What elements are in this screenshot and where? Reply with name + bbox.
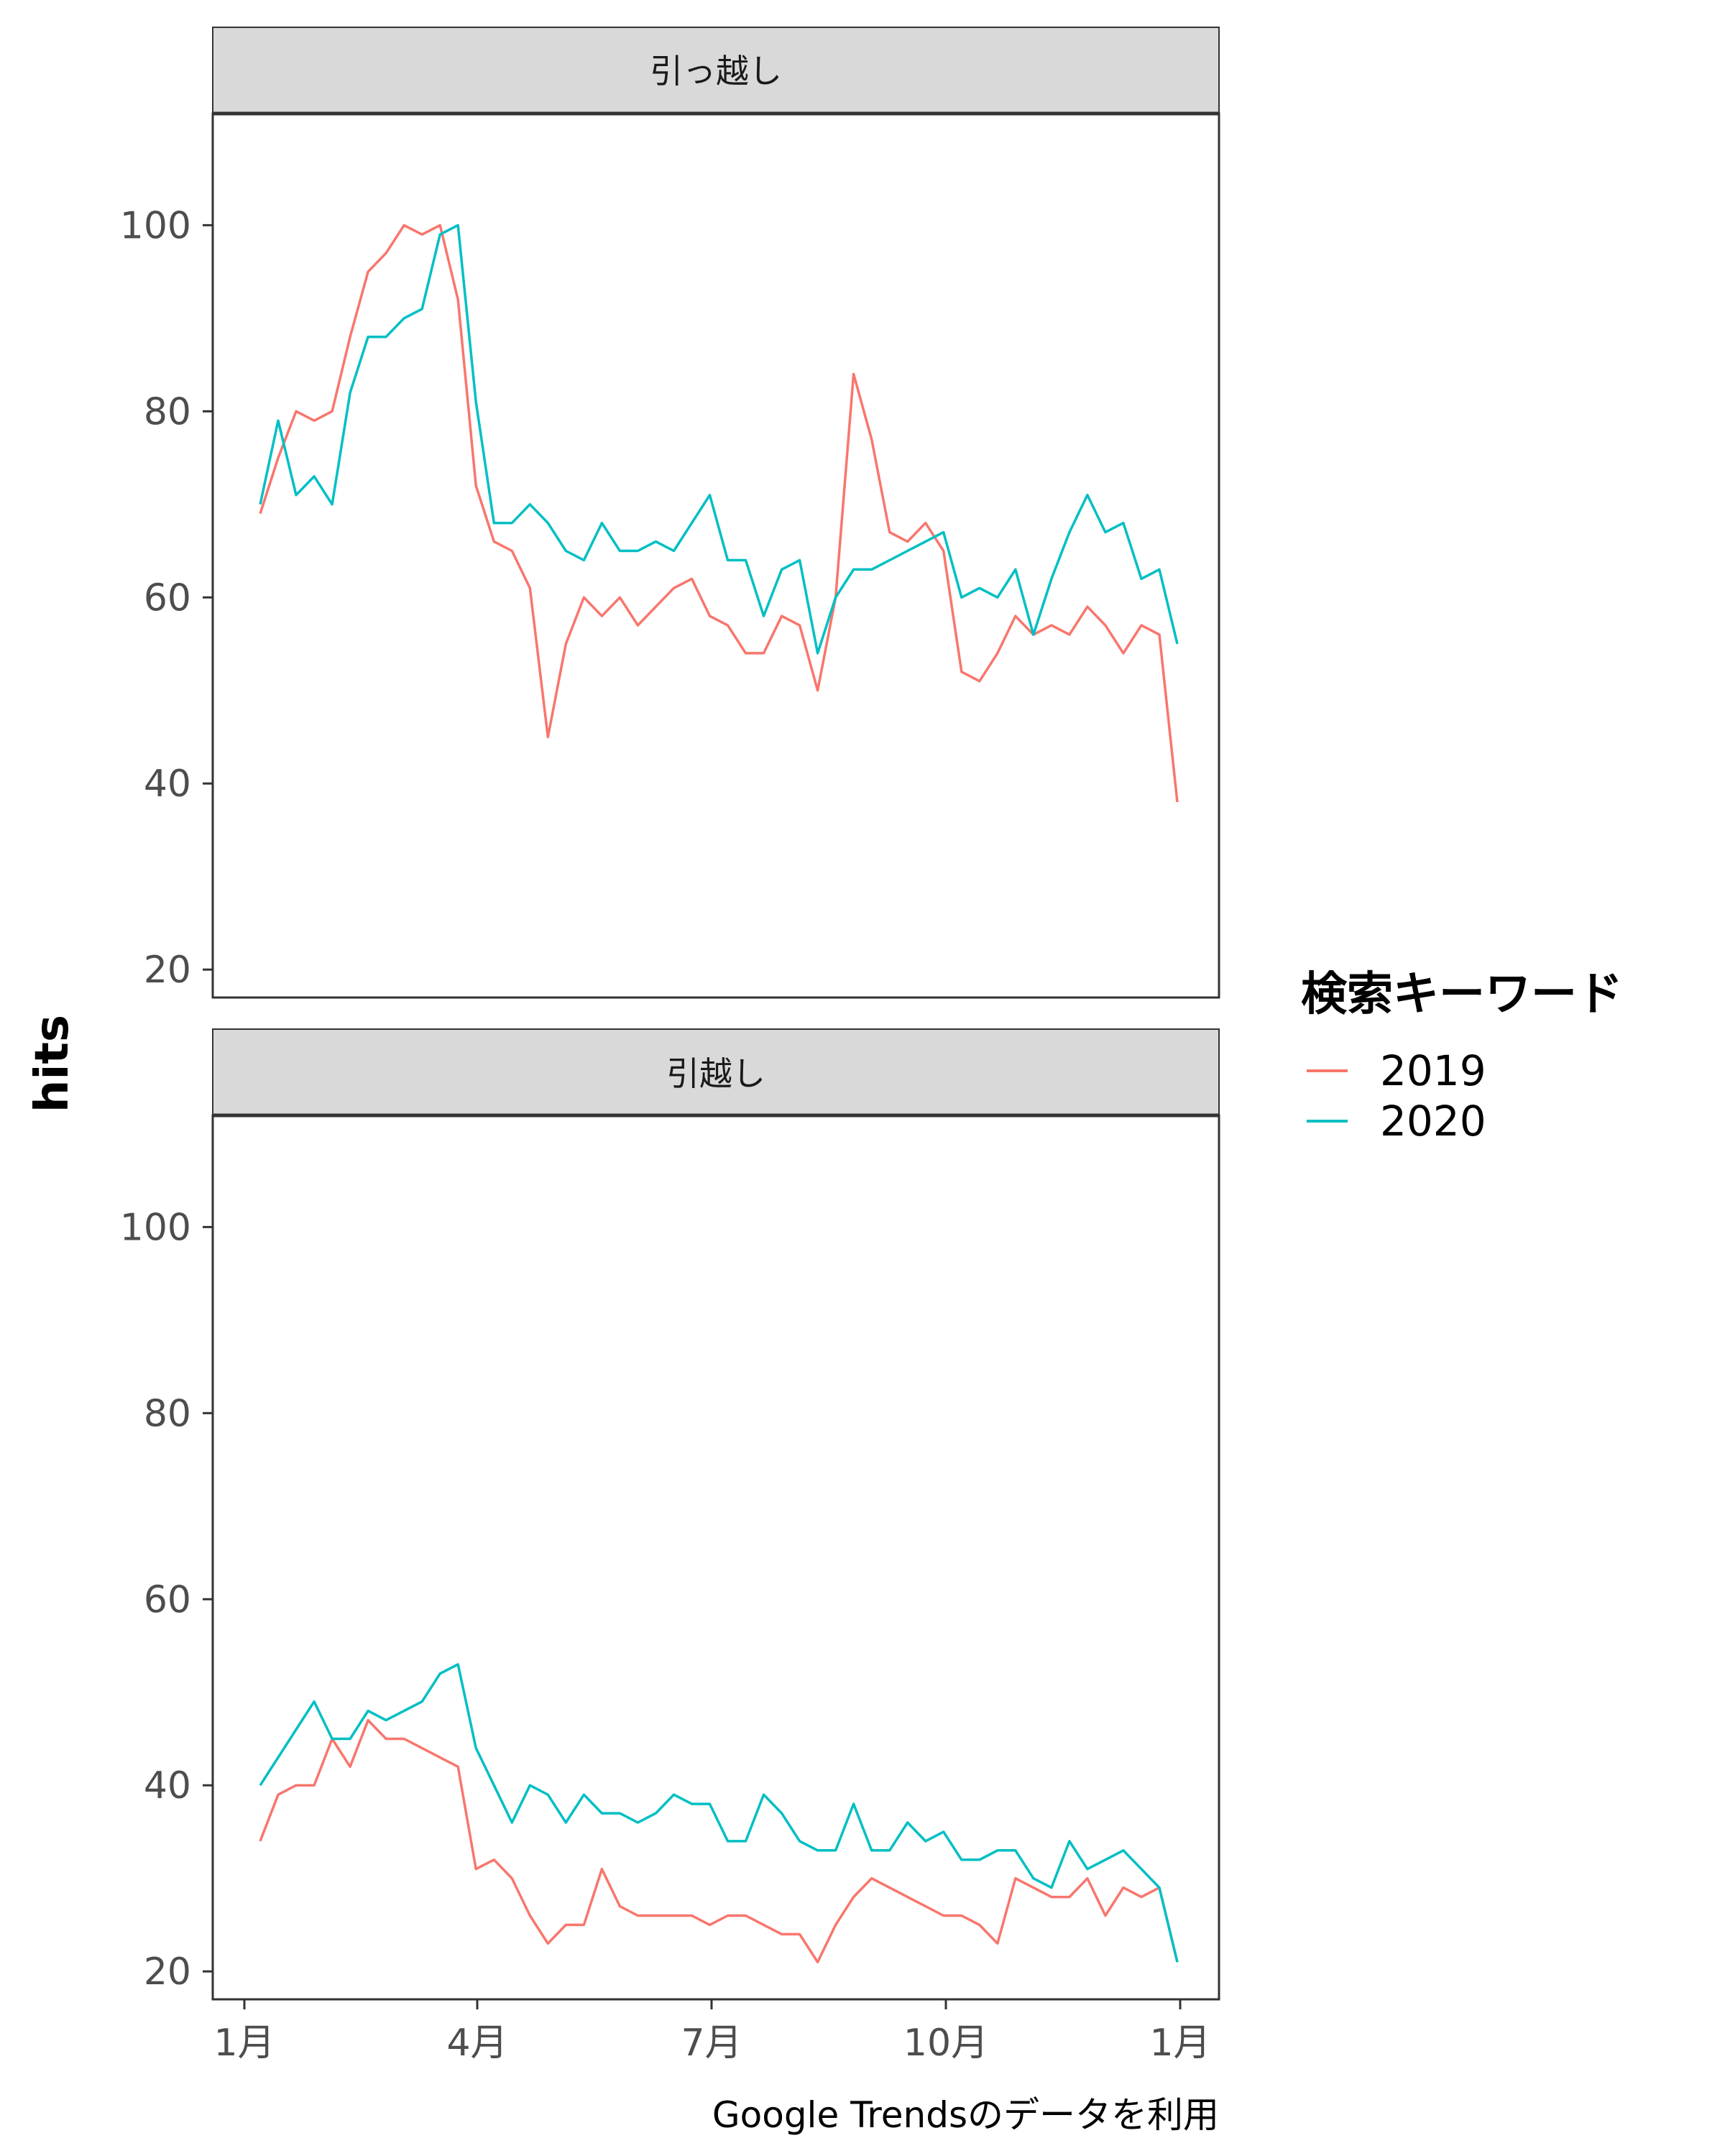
y-axis: 20 40 60 80 100 [120, 1206, 213, 1994]
series-line-2019 [259, 224, 1179, 803]
caption: Google Trendsのデータを利用 [712, 2094, 1219, 2136]
y-axis-title: hits [26, 1015, 79, 1112]
x-tick-label: 10月 [903, 2022, 988, 2065]
strip-label: 引越し [666, 1054, 765, 1093]
y-tick-label: 40 [144, 763, 191, 806]
legend-title: 検索キーワード [1301, 968, 1623, 1021]
y-tick-label: 100 [120, 1206, 191, 1249]
x-tick-label: 4月 [446, 2022, 507, 2065]
series-line-2020 [259, 224, 1179, 655]
series-line-2020 [259, 1663, 1179, 1963]
strip-background [212, 27, 1220, 114]
y-tick-label: 100 [120, 204, 191, 247]
y-tick-label: 80 [144, 1392, 191, 1435]
legend-label-2020: 2020 [1380, 1097, 1486, 1146]
legend-label-2019: 2019 [1380, 1046, 1486, 1095]
y-tick-label: 20 [144, 949, 191, 992]
series-lines [259, 224, 1179, 803]
x-tick-label: 1月 [1149, 2022, 1210, 2065]
y-tick-label: 20 [144, 1950, 191, 1994]
y-tick-label: 80 [144, 390, 191, 433]
y-tick-label: 40 [144, 1764, 191, 1807]
x-axis: 1月 4月 7月 10月 1月 [213, 1999, 1211, 2065]
panel-hikkoshi-1: 引っ越し 20 40 60 80 100 [120, 27, 1220, 999]
panel-border [211, 1114, 1220, 2001]
legend: 検索キーワード 2019 2020 [1301, 968, 1623, 1146]
x-tick-label: 7月 [681, 2022, 742, 2065]
strip-label: 引っ越し [650, 52, 782, 91]
x-tick-label: 1月 [213, 2022, 275, 2065]
y-tick-label: 60 [144, 1578, 191, 1621]
panel-hikkoshi-2: 引越し 20 40 60 80 100 [120, 1028, 1220, 2001]
y-axis: 20 40 60 80 100 [120, 204, 213, 992]
strip-background [212, 1028, 1220, 1116]
series-lines [259, 1663, 1179, 1963]
panel-border [211, 112, 1220, 999]
series-line-2019 [259, 1718, 1179, 1963]
y-tick-label: 60 [144, 576, 191, 619]
